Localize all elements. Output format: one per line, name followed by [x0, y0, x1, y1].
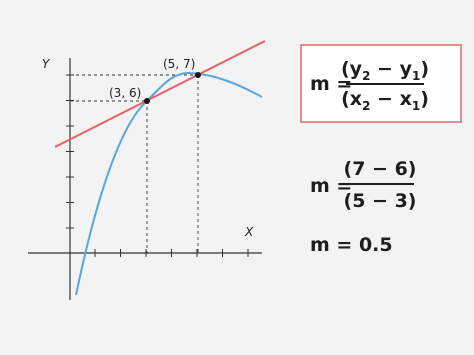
formula-lhs: m = — [310, 73, 352, 95]
point-label: (3, 6) — [109, 86, 141, 100]
substitution-denominator: (5 − 3) — [344, 190, 417, 212]
substitution-lhs: m = — [310, 175, 352, 197]
secant-line — [54, 40, 266, 148]
subscript: 2 — [362, 99, 370, 113]
formula-denominator: (x2 − x1) — [341, 88, 429, 113]
subscript: 2 — [362, 69, 370, 83]
curve — [75, 71, 263, 296]
subscript: 1 — [412, 99, 420, 113]
y-axis-label: Y — [42, 57, 51, 71]
point-label: (5, 7) — [163, 57, 195, 71]
text: ) — [420, 58, 429, 80]
formula-numerator: (y2 − y1) — [341, 58, 429, 83]
point — [144, 98, 150, 104]
x-axis-label: X — [244, 225, 254, 239]
text: − y — [370, 58, 412, 80]
point — [195, 72, 201, 78]
result: m = 0.5 — [310, 234, 393, 256]
text: − x — [370, 88, 411, 110]
text: (x — [341, 88, 362, 110]
ticks — [66, 74, 249, 257]
text: (y — [341, 58, 363, 80]
text: ) — [420, 88, 429, 110]
subscript: 1 — [412, 69, 420, 83]
substitution-numerator: (7 − 6) — [344, 158, 417, 180]
